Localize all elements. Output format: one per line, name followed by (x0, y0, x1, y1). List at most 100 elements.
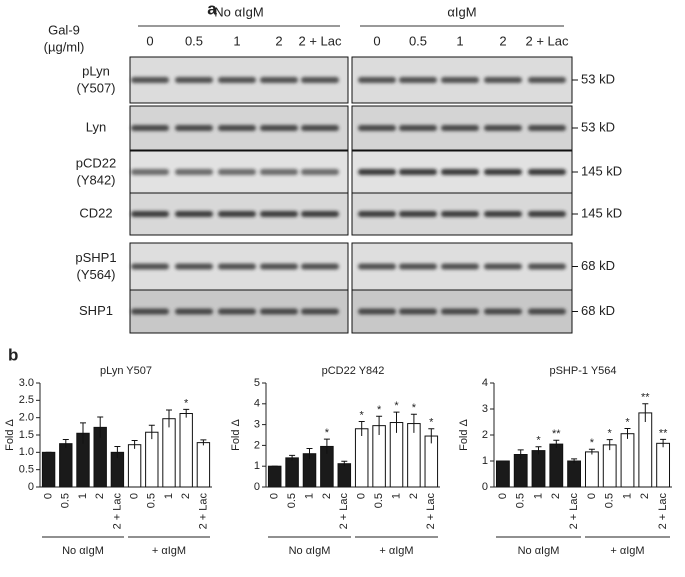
bar (656, 442, 671, 488)
error-bar (183, 408, 190, 418)
x-tick-label: 2 + Lac (197, 493, 209, 530)
band (399, 125, 437, 131)
band (260, 169, 298, 175)
band (484, 308, 522, 315)
band (260, 308, 298, 315)
band (358, 263, 396, 270)
y-axis-label: Fold Δ (458, 418, 470, 450)
band (484, 169, 522, 175)
y-tick-label: 1 (254, 460, 260, 472)
y-tick-label: 3.0 (19, 377, 34, 389)
band (528, 169, 566, 175)
blot-label: Lyn (86, 119, 106, 134)
error-bar (62, 439, 69, 448)
bar (59, 443, 73, 488)
error-bar (410, 413, 417, 433)
error-bar (606, 439, 613, 451)
error-bar (642, 403, 649, 422)
significance: * (608, 428, 613, 440)
bar (549, 443, 564, 488)
lane-label: 2 + Lac (298, 33, 342, 48)
band (528, 77, 566, 83)
band (441, 211, 479, 217)
band (218, 125, 256, 131)
band (175, 169, 213, 175)
bar (127, 444, 142, 488)
band (528, 263, 566, 270)
band (399, 308, 437, 315)
error-bar (588, 448, 595, 455)
lane-label: 2 (275, 33, 282, 48)
y-tick-label: 2.5 (19, 394, 34, 406)
x-tick-label: 0.5 (604, 493, 616, 508)
x-tick-label: 2 + Lac (338, 493, 350, 530)
band (484, 77, 522, 83)
bar (531, 450, 546, 488)
error-bar (341, 460, 348, 467)
chart-title: pLyn Y507 (100, 365, 152, 377)
bar (567, 460, 582, 488)
bar (620, 433, 635, 488)
error-bar (571, 458, 578, 464)
band (301, 77, 339, 83)
significance: * (360, 409, 365, 421)
size-label: 53 kD (581, 119, 615, 134)
band (399, 169, 437, 175)
y-tick-label: 0 (254, 481, 260, 493)
group-label: No αIgM (289, 545, 331, 557)
band (218, 211, 256, 217)
y-tick-label: 2.0 (19, 412, 34, 424)
bar (638, 412, 653, 488)
lane-label: 1 (456, 33, 463, 48)
x-tick-label: 2 + Lac (568, 493, 580, 530)
x-tick-label: 2 (639, 493, 651, 499)
band (528, 125, 566, 131)
band (484, 263, 522, 270)
lane-label: 0.5 (409, 33, 427, 48)
band (301, 211, 339, 217)
bar (495, 460, 510, 488)
size-label: 145 kD (581, 163, 622, 178)
error-bar (200, 439, 207, 446)
band (484, 211, 522, 217)
band (175, 77, 213, 83)
band (528, 211, 566, 217)
y-tick-label: 2 (482, 429, 488, 441)
significance: * (625, 416, 630, 428)
significance: ** (552, 428, 561, 440)
bar (407, 423, 421, 488)
group-label: αIgM (447, 4, 476, 19)
band (175, 125, 213, 131)
lane-label: 0.5 (185, 33, 203, 48)
band (441, 308, 479, 315)
bar (513, 454, 528, 488)
error-bar (358, 420, 365, 437)
band (218, 263, 256, 270)
lane-label: 0 (146, 33, 153, 48)
blot-label: pCD22 (76, 155, 116, 170)
size-label: 68 kD (581, 303, 615, 318)
panel-label: b (8, 345, 18, 364)
x-tick-label: 2 (180, 493, 192, 499)
lane-label: 0 (373, 33, 380, 48)
y-tick-label: 0.5 (19, 464, 34, 476)
x-tick-label: 0.5 (515, 493, 527, 508)
x-tick-label: 1 (303, 493, 315, 499)
bar (179, 413, 193, 488)
blot-label: CD22 (79, 205, 112, 220)
x-tick-label: 2 (94, 493, 106, 499)
unit-label: (µg/ml) (44, 39, 85, 54)
significance: * (536, 435, 541, 447)
x-tick-label: 0 (586, 493, 598, 499)
x-tick-label: 0.5 (373, 493, 385, 508)
band (131, 77, 169, 83)
error-bar (97, 416, 104, 438)
band (358, 77, 396, 83)
y-tick-label: 1.5 (19, 429, 34, 441)
band (301, 169, 339, 175)
band (358, 169, 396, 175)
band (218, 308, 256, 315)
x-tick-label: 1 (163, 493, 175, 499)
bar (162, 418, 176, 488)
